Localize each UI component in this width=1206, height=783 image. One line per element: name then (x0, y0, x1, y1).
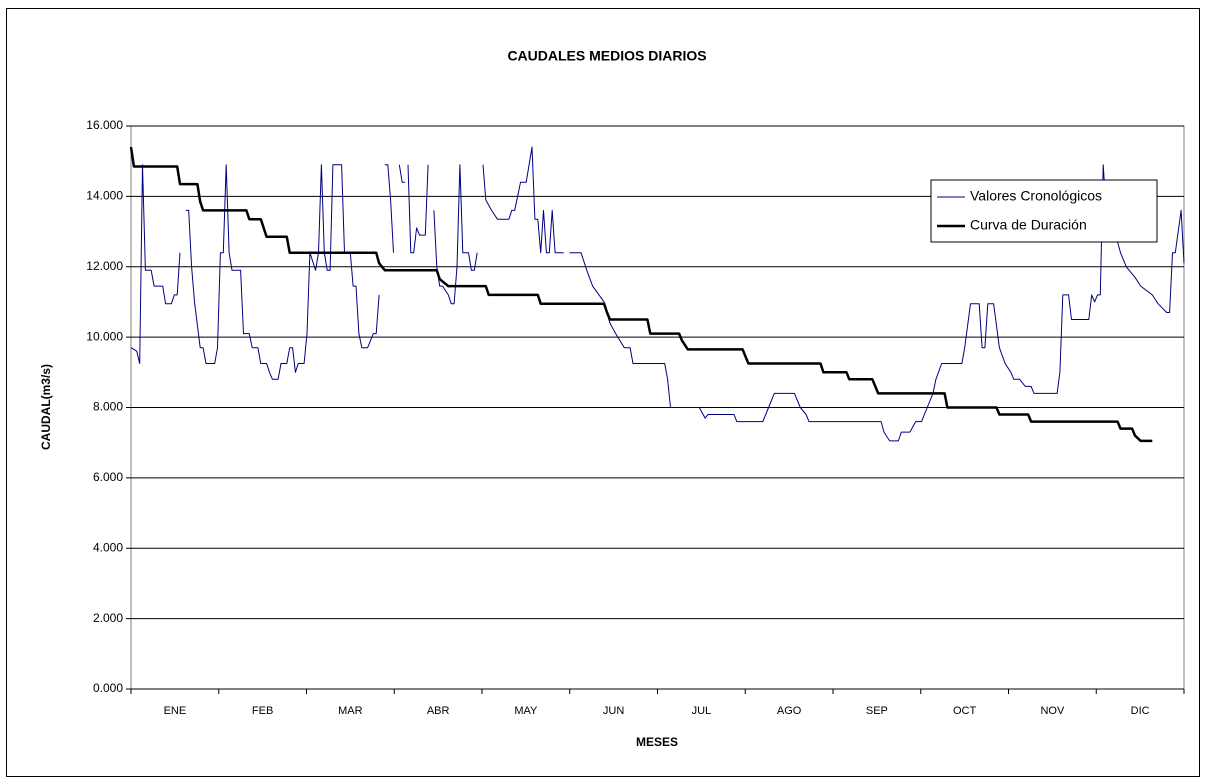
legend-label: Curva de Duración (970, 217, 1087, 233)
y-tick-label: 14.000 (86, 189, 123, 203)
x-tick-label: JUN (603, 705, 624, 717)
x-axis-title: MESES (636, 735, 678, 749)
x-tick-label: ENE (164, 705, 187, 717)
y-tick-label: 16.000 (86, 118, 123, 132)
chart-title: CAUDALES MEDIOS DIARIOS (507, 48, 706, 64)
y-tick-label: 6.000 (93, 470, 123, 484)
x-tick-label: SEP (866, 705, 888, 717)
series-line (129, 146, 1153, 443)
legend-box (930, 179, 1158, 243)
x-tick-label: MAY (514, 705, 538, 717)
y-tick-label: 4.000 (93, 540, 123, 554)
y-tick-label: 8.000 (93, 400, 123, 414)
y-tick-label: 0.000 (93, 681, 123, 695)
x-tick-label: NOV (1040, 705, 1065, 717)
y-tick-label: 10.000 (86, 329, 123, 343)
x-tick-label: FEB (252, 705, 273, 717)
legend-label: Valores Cronológicos (970, 188, 1102, 204)
x-tick-label: MAR (338, 705, 363, 717)
x-tick-label: OCT (953, 705, 977, 717)
x-tick-label: DIC (1131, 705, 1150, 717)
y-tick-label: 12.000 (86, 259, 123, 273)
x-tick-label: JUL (692, 705, 712, 717)
x-tick-label: ABR (427, 705, 450, 717)
x-tick-label: AGO (777, 705, 802, 717)
y-tick-label: 2.000 (93, 611, 123, 625)
y-axis-title: CAUDAL(m3/s) (39, 364, 53, 450)
